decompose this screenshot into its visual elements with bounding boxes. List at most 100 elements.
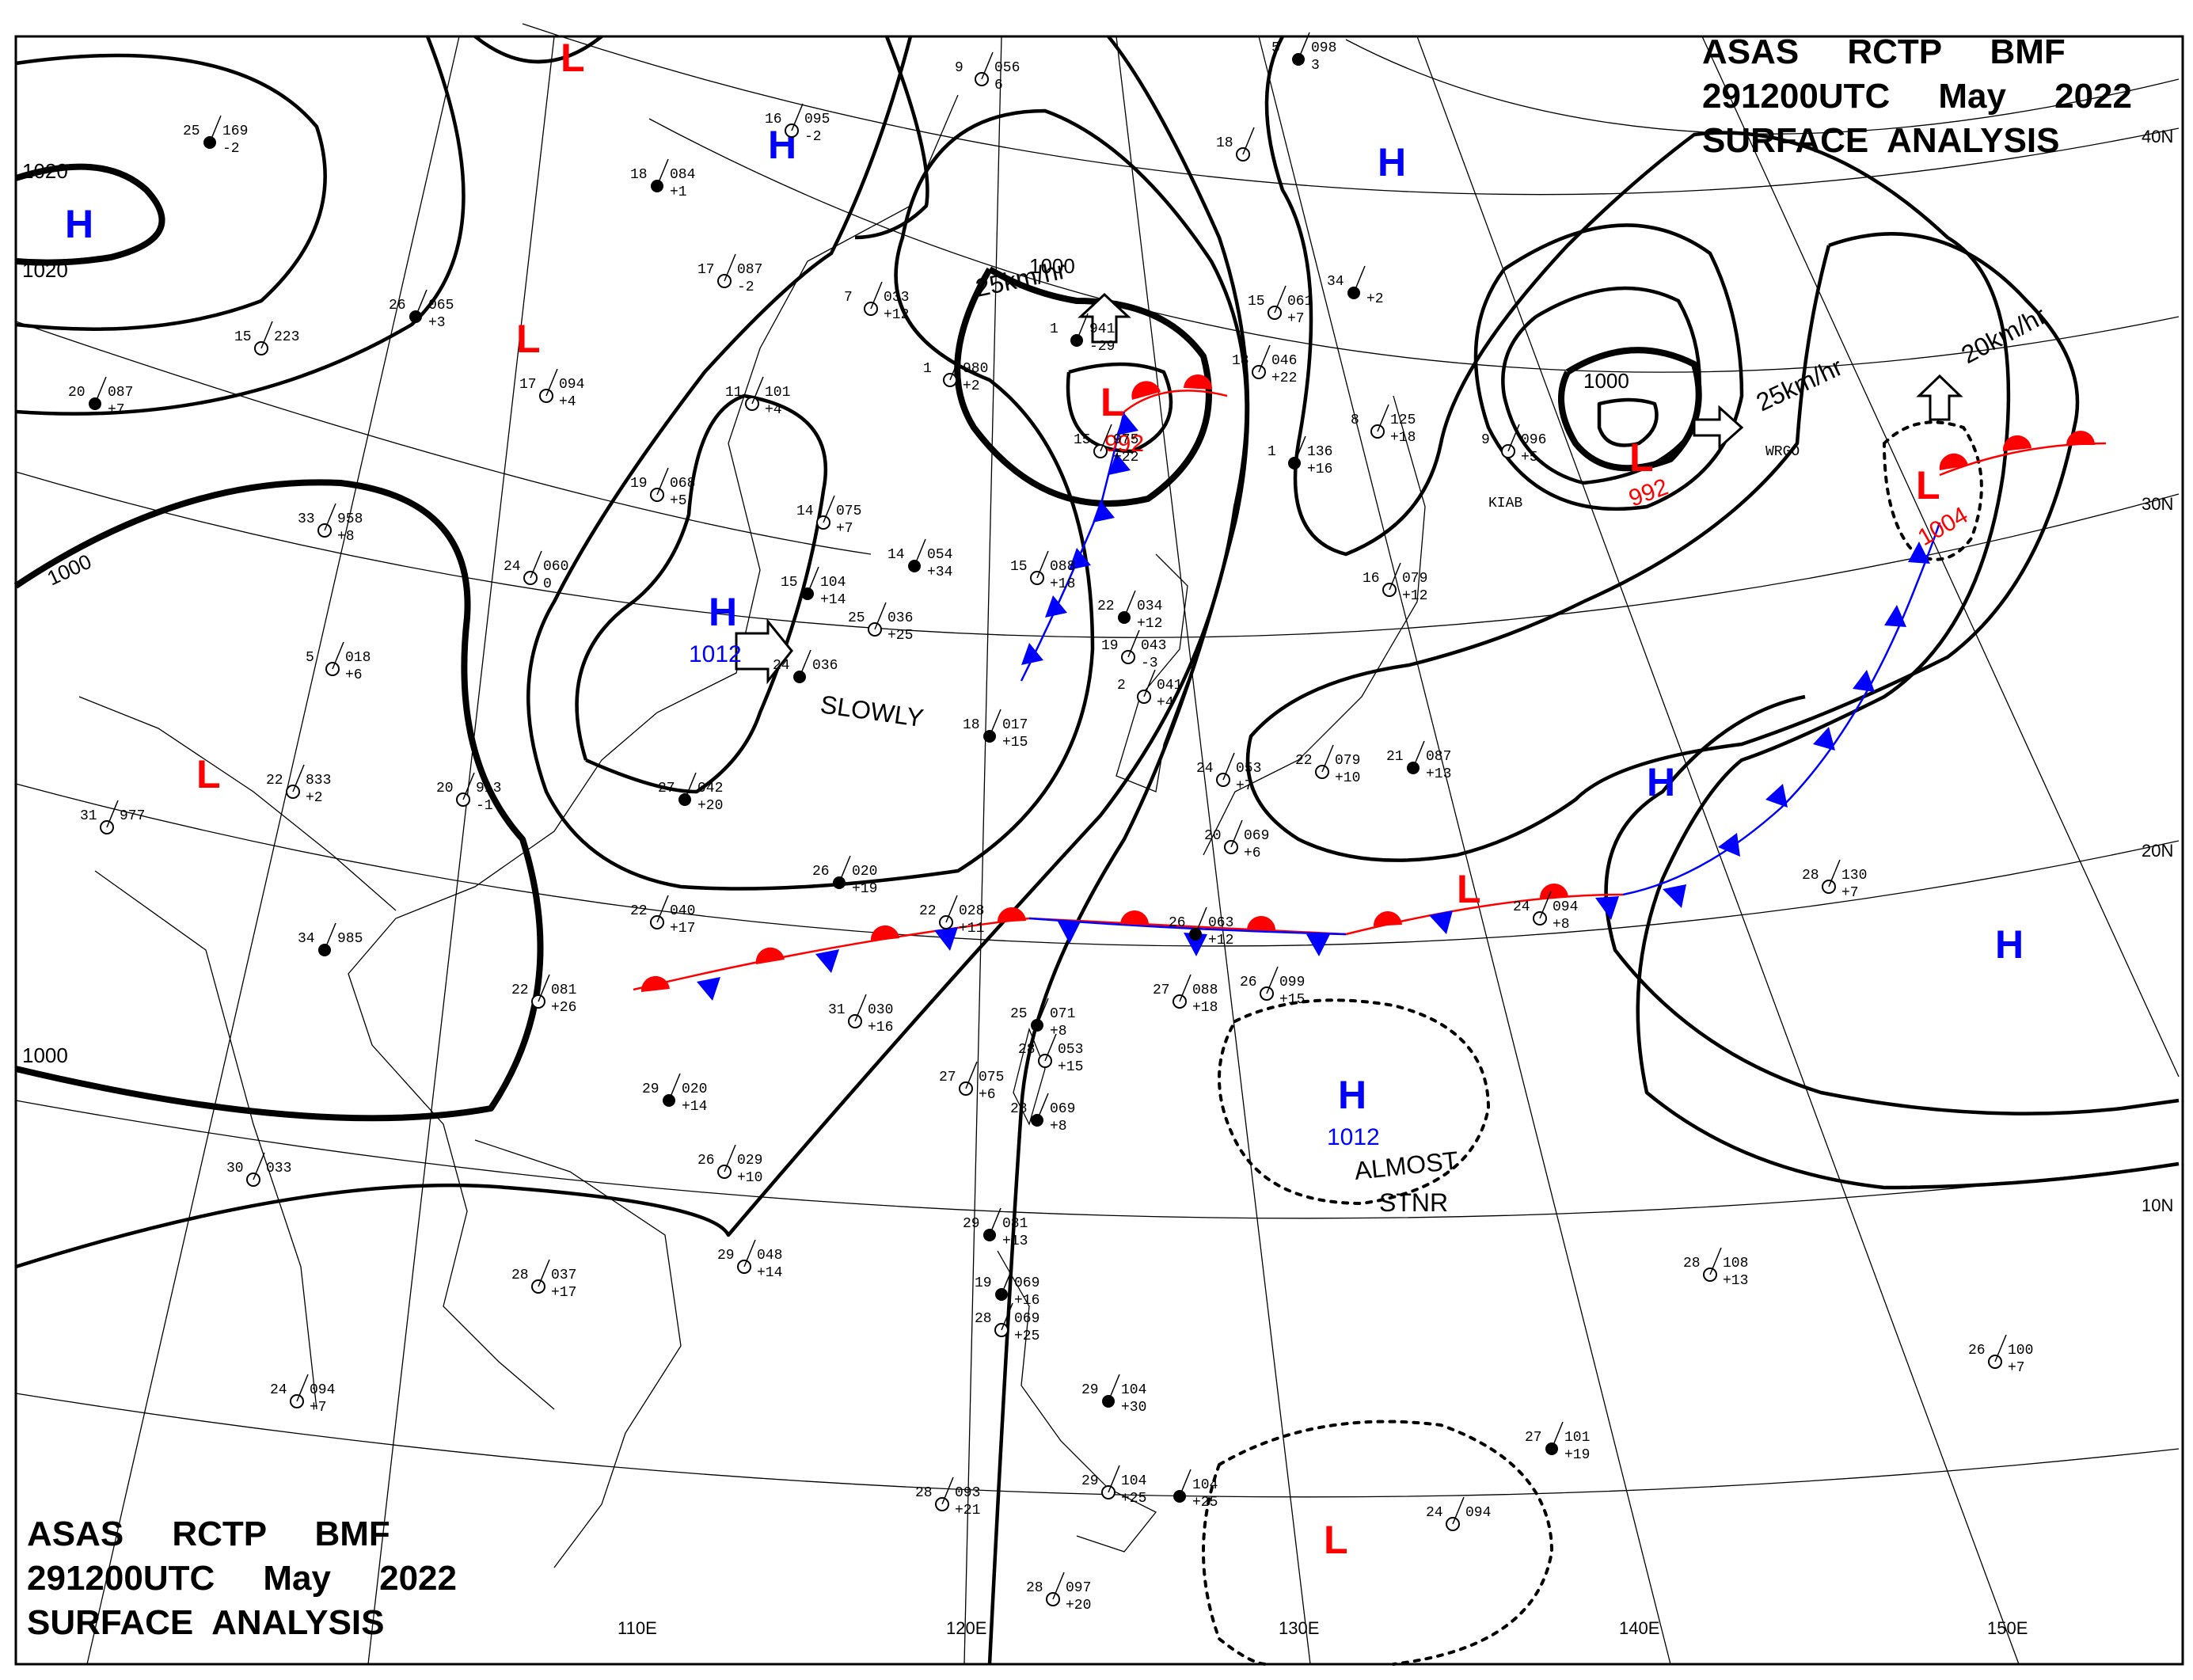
station-pressure-tendency: 0 — [543, 576, 552, 592]
station-pressure: 223 — [274, 329, 299, 345]
station-pressure-tendency: 3 — [1311, 58, 1320, 74]
station-pressure-tendency: +1 — [670, 184, 687, 200]
wind-barb — [1001, 1302, 1013, 1331]
station-pressure: 084 — [670, 167, 695, 183]
station-pressure-tendency: +8 — [337, 529, 355, 545]
isobar-label-1000: 1000 — [22, 1043, 68, 1067]
movement-arrows — [735, 292, 1963, 685]
map-frame — [14, 35, 2184, 1666]
station-pressure-tendency: +19 — [852, 881, 877, 897]
station-plot: 15 223 — [234, 321, 299, 355]
lat-label-30n: 30N — [2142, 494, 2173, 514]
station-plot: 25 036 +25 — [848, 602, 913, 644]
station-pressure: 097 — [1066, 1580, 1091, 1596]
station-pressure-tendency: +7 — [1287, 311, 1305, 327]
station-pressure: 087 — [737, 262, 762, 278]
station-pressure-tendency: +14 — [820, 592, 846, 608]
station-pressure: 020 — [852, 864, 877, 880]
station-plot: 27 088 +18 — [1153, 974, 1218, 1016]
station-pressure: 042 — [697, 781, 723, 796]
station-temperature: 34 — [1327, 274, 1344, 290]
station-plot: 28 037 +17 — [511, 1259, 576, 1301]
station-pressure: 169 — [222, 124, 248, 139]
longitude-line-150e — [1416, 36, 2020, 1665]
station-pressure: 093 — [955, 1485, 980, 1501]
station-pressure: 046 — [1271, 353, 1297, 369]
station-plot: 15 975 +22 — [1074, 424, 1138, 466]
station-pressure-tendency: +25 — [1014, 1328, 1039, 1344]
wind-barb — [949, 352, 962, 381]
station-pressure-tendency: +6 — [1244, 846, 1261, 861]
wind-barb — [870, 281, 883, 310]
station-temperature: 29 — [642, 1081, 659, 1097]
arrow-north-typhoon — [1077, 292, 1131, 344]
station-pressure-tendency: +4 — [765, 402, 782, 418]
wind-barb — [945, 895, 958, 923]
station-temperature: 26 — [697, 1153, 715, 1169]
wind-barb — [656, 158, 669, 187]
station-plot: 28 097 +20 — [1026, 1572, 1091, 1613]
china-coastline — [348, 94, 959, 1410]
wind-barb — [941, 1477, 954, 1505]
station-pressure: 065 — [428, 298, 454, 314]
header-top-line3: SURFACE ANALYSIS — [1702, 121, 2060, 160]
taiwan-coastline — [1013, 1027, 1046, 1126]
station-temperature: 25 — [848, 610, 865, 626]
wind-barb — [807, 566, 819, 595]
station-pressure-tendency: +15 — [1002, 735, 1028, 751]
station-pressure: 018 — [345, 650, 371, 666]
station-plot: 28 069 +8 — [1010, 1093, 1075, 1135]
wind-barb — [1828, 859, 1841, 888]
station-temperature: 9 — [955, 60, 963, 76]
station-pressure: 096 — [1521, 432, 1546, 448]
isobar-dashed-stnr — [1218, 998, 1491, 1206]
low-center: L — [1916, 463, 1940, 507]
station-pressure-tendency: +4 — [1157, 695, 1174, 711]
station-plot: 16 079+12 — [1363, 562, 1427, 604]
station-plot: 18 — [1216, 127, 1255, 162]
wind-barb — [1108, 1374, 1120, 1402]
station-temperature: 26 — [1240, 975, 1257, 990]
station-pressure-tendency: +15 — [1279, 992, 1305, 1008]
station-pressure: 069 — [1050, 1101, 1075, 1117]
header-top-line1: ASAS RCTP BMF — [1702, 32, 2066, 71]
station-pressure: 125 — [1390, 412, 1416, 428]
station-pressure-tendency: +17 — [551, 1285, 576, 1301]
station-plot: 26 100+7 — [1968, 1334, 2033, 1376]
wind-barb — [1036, 1093, 1049, 1121]
station-temperature: 29 — [963, 1216, 980, 1232]
low-center: L — [516, 317, 541, 361]
graticule — [15, 23, 2180, 1665]
station-plot: 26 065+3 — [389, 289, 454, 331]
wind-barb — [260, 321, 273, 349]
station-temperature: 28 — [1018, 1042, 1036, 1058]
station-temperature: 15 — [1074, 432, 1091, 448]
station-plot: 29 081+13 — [963, 1207, 1028, 1249]
station-temperature: 14 — [796, 504, 814, 519]
low-center: L — [1100, 380, 1125, 424]
grid-labels: 40N 30N 20N 10N 110E 120E 130E 140E 150E — [618, 127, 2173, 1638]
station-pressure: 094 — [310, 1382, 335, 1398]
station-pressure: 087 — [108, 385, 133, 401]
station-pressure: 036 — [887, 610, 913, 626]
station-pressure: 053 — [1236, 761, 1261, 777]
station-pressure-tendency: +2 — [306, 790, 323, 806]
station-temperature: 1 — [1050, 321, 1058, 337]
indochina-coastline — [474, 1139, 682, 1568]
annotation-stnr: STNR — [1379, 1188, 1448, 1217]
station-pressure: 029 — [737, 1153, 762, 1169]
station-temperature: 22 — [266, 773, 283, 789]
station-pressure-tendency: +22 — [1271, 371, 1297, 386]
station-pressure: 130 — [1841, 868, 1867, 884]
wind-barb — [1353, 265, 1366, 294]
wind-barb — [1076, 313, 1089, 341]
station-pressure: 833 — [306, 773, 331, 789]
lat-label-20n: 20N — [2142, 841, 2173, 861]
station-pressure: 061 — [1287, 294, 1313, 310]
wind-barb — [94, 376, 107, 405]
station-plot: 2 041+4 — [1117, 669, 1182, 711]
isobar-1000-east — [1558, 347, 1702, 472]
station-pressure: 913 — [476, 781, 501, 796]
